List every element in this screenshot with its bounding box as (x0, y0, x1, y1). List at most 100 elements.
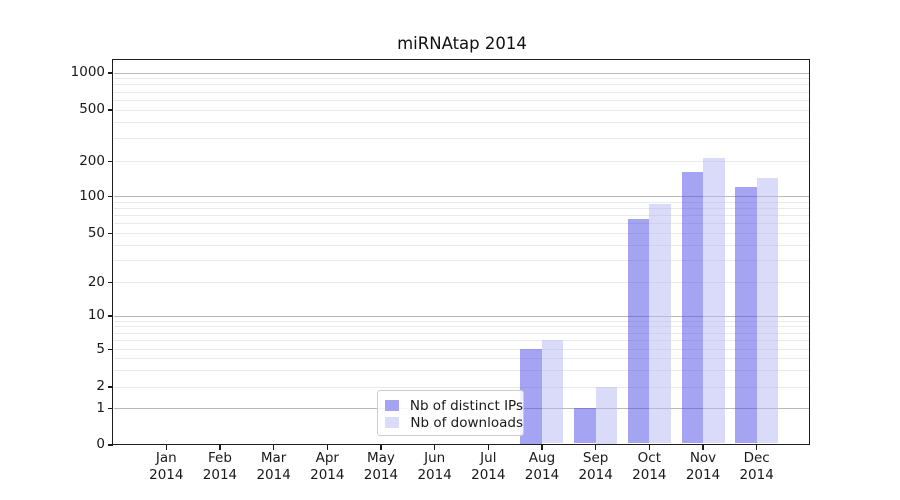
x-tick-mark (165, 444, 168, 450)
legend-swatch-downloads (385, 417, 400, 428)
legend-item-downloads: Nb of downloads (385, 414, 523, 431)
minor-gridline (114, 386, 810, 388)
y-tick-mark (107, 315, 113, 317)
y-tick-mark (107, 109, 113, 111)
x-tick-label: Jan 2014 (134, 450, 198, 484)
y-tick-label: 1000 (70, 64, 105, 80)
x-tick-month: Aug (528, 450, 556, 466)
bar-distinct-ips (681, 171, 703, 444)
minor-gridline (114, 122, 810, 124)
minor-gridline (114, 260, 810, 262)
minor-gridline (114, 215, 810, 217)
x-tick-year: 2014 (685, 467, 721, 483)
x-tick-label: Nov 2014 (671, 450, 735, 484)
y-tick-mark (107, 281, 113, 283)
x-tick-mark (487, 444, 490, 450)
minor-gridline (114, 109, 810, 111)
major-gridline (114, 315, 810, 317)
x-tick-year: 2014 (149, 467, 184, 483)
x-tick-mark (702, 444, 704, 450)
x-tick-mark (541, 444, 543, 450)
y-tick-label: 1 (96, 399, 105, 416)
y-tick-label: 100 (79, 187, 105, 204)
x-tick-year: 2014 (202, 467, 238, 483)
minor-gridline (114, 161, 810, 162)
x-tick-label: Aug 2014 (510, 450, 574, 484)
bar-downloads (703, 158, 725, 444)
y-tick-label: 0 (96, 436, 105, 452)
bar-distinct-ips (735, 186, 757, 444)
y-tick-label: 20 (87, 273, 105, 290)
minor-gridline (114, 358, 810, 360)
y-tick-mark (107, 160, 113, 162)
minor-gridline (114, 91, 810, 93)
y-tick-label: 10 (87, 307, 105, 323)
x-tick-mark (326, 444, 329, 450)
minor-gridline (114, 326, 810, 328)
minor-gridline (114, 78, 810, 80)
minor-gridline (114, 138, 810, 140)
x-tick-label: Dec 2014 (725, 450, 789, 484)
x-tick-month: Dec (743, 450, 770, 466)
x-tick-label: Feb 2014 (188, 450, 252, 484)
x-tick-month: Jun (424, 450, 446, 466)
bar-distinct-ips (574, 408, 596, 444)
x-tick-month: Mar (260, 450, 287, 466)
x-tick-label: Jul 2014 (456, 450, 520, 484)
x-tick-label: Mar 2014 (242, 450, 306, 484)
minor-gridline (114, 233, 810, 234)
x-tick-month: Jan (155, 450, 177, 466)
x-tick-month: Oct (637, 450, 661, 466)
x-tick-mark (594, 444, 597, 450)
minor-gridline (114, 332, 810, 334)
bar-downloads (756, 178, 779, 444)
legend-swatch-distinct-ips (385, 400, 399, 411)
minor-gridline (114, 282, 810, 283)
x-tick-year: 2014 (417, 467, 452, 483)
x-tick-year: 2014 (739, 467, 774, 483)
minor-gridline (114, 99, 810, 101)
y-tick-label: 500 (79, 101, 105, 117)
x-tick-mark (219, 444, 221, 450)
minor-gridline (114, 320, 810, 322)
minor-gridline (114, 349, 810, 350)
x-tick-month: Nov (689, 450, 717, 466)
minor-gridline (114, 244, 810, 246)
x-tick-month: Jul (480, 450, 497, 466)
legend-item-distinct-ips: Nb of distinct IPs (385, 397, 523, 414)
x-tick-month: Sep (582, 450, 609, 466)
y-tick-mark (107, 407, 113, 410)
y-tick-label: 5 (96, 340, 105, 357)
minor-gridline (114, 84, 810, 86)
legend-label-distinct-ips: Nb of distinct IPs (409, 397, 523, 414)
x-tick-year: 2014 (471, 467, 506, 483)
x-tick-mark (380, 444, 382, 450)
legend-label-downloads: Nb of downloads (410, 414, 523, 431)
bar-distinct-ips (627, 219, 650, 444)
minor-gridline (114, 223, 810, 225)
y-tick-label: 2 (96, 378, 105, 394)
y-tick-mark (107, 72, 113, 74)
chart-title: miRNAtap 2014 (397, 34, 527, 53)
x-tick-mark (755, 444, 758, 450)
x-tick-label: May 2014 (349, 450, 413, 484)
y-tick-mark (107, 232, 113, 234)
x-tick-year: 2014 (310, 467, 345, 483)
minor-gridline (114, 369, 810, 371)
x-tick-month: Feb (208, 450, 232, 466)
x-tick-mark (272, 444, 275, 450)
x-tick-year: 2014 (256, 467, 291, 483)
x-tick-year: 2014 (524, 467, 560, 483)
bar-downloads (595, 386, 618, 444)
x-tick-year: 2014 (363, 467, 399, 483)
x-tick-label: Apr 2014 (295, 450, 359, 484)
minor-gridline (114, 201, 810, 203)
minor-gridline (114, 340, 810, 342)
x-tick-month: May (367, 450, 395, 466)
major-gridline (114, 196, 810, 198)
y-tick-mark (107, 195, 113, 198)
y-tick-mark (107, 386, 113, 388)
bar-downloads (649, 203, 671, 444)
minor-gridline (114, 208, 810, 210)
